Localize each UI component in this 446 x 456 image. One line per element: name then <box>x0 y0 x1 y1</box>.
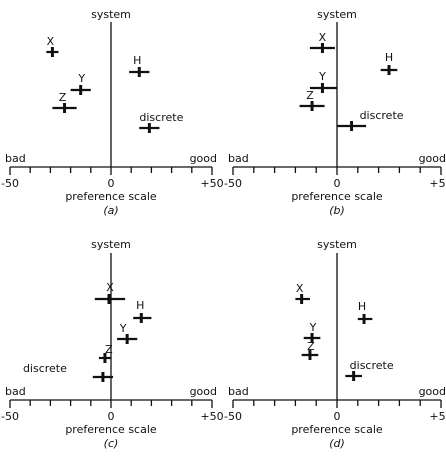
data-point-discrete: discrete <box>139 111 184 133</box>
point-label: Y <box>309 321 317 334</box>
x-tick-label: +50 <box>200 410 223 423</box>
point-label: discrete <box>360 109 404 122</box>
x-axis-title: preference scale <box>291 423 383 436</box>
x-tick-label: -50 <box>1 177 19 190</box>
system-label: system <box>317 8 357 21</box>
panel-label: (d) <box>329 437 345 450</box>
point-label: X <box>47 35 55 48</box>
x-tick-label: 0 <box>108 410 115 423</box>
x-tick-label: 0 <box>334 410 341 423</box>
data-point-h: H <box>129 54 150 77</box>
x-tick-label: 0 <box>108 177 115 190</box>
data-point-h: H <box>133 299 152 323</box>
data-point-x: X <box>46 35 59 57</box>
point-label: Z <box>307 340 315 353</box>
x-tick-label: -50 <box>224 410 242 423</box>
panel-label: (a) <box>103 204 118 217</box>
point-label: discrete <box>139 111 183 124</box>
good-label: good <box>419 385 446 398</box>
system-label: system <box>91 8 131 21</box>
chart-panel-b: -50 0 +50 system bad good preference scale(b) X… <box>224 8 446 217</box>
data-point-h: H <box>380 51 398 75</box>
point-label: X <box>296 282 304 295</box>
data-point-z: Z <box>52 91 77 113</box>
data-point-y: Y <box>309 70 337 93</box>
point-label: X <box>106 281 114 294</box>
data-point-y: Y <box>303 321 321 343</box>
system-label: system <box>317 238 357 251</box>
bad-label: bad <box>5 152 26 165</box>
data-point-x: X <box>94 281 126 304</box>
point-label: H <box>358 300 366 313</box>
chart-panel-a: -50 0 +50 system bad good preference scale(a) X… <box>1 8 224 217</box>
good-label: good <box>190 152 217 165</box>
data-point-discrete: discrete <box>337 109 404 131</box>
panel-label: (c) <box>104 437 119 450</box>
panel-label: (b) <box>329 204 345 217</box>
data-point-x: X <box>309 31 335 53</box>
x-tick-label: +50 <box>200 177 223 190</box>
data-point-h: H <box>357 300 373 324</box>
data-point-z: Z <box>98 343 113 363</box>
chart-panel-c: -50 0 +50 system bad good preference scale(c) X… <box>1 238 224 450</box>
data-point-x: X <box>295 282 310 304</box>
good-label: good <box>190 385 217 398</box>
point-label: Z <box>105 343 113 356</box>
point-label: Z <box>59 91 67 104</box>
point-label: discrete <box>350 359 394 372</box>
point-label: H <box>385 51 393 64</box>
x-axis-title: preference scale <box>65 423 157 436</box>
point-label: Z <box>306 89 314 102</box>
x-tick-label: 0 <box>334 177 341 190</box>
x-tick-label: +50 <box>429 177 446 190</box>
data-point-z: Z <box>299 89 325 111</box>
data-point-z: Z <box>301 340 319 360</box>
x-axis-title: preference scale <box>65 190 157 203</box>
point-label: discrete <box>23 362 67 375</box>
x-axis-title: preference scale <box>291 190 383 203</box>
x-tick-label: +50 <box>429 410 446 423</box>
data-point-y: Y <box>70 72 91 95</box>
chart-panel-d: -50 0 +50 system bad good preference scale(d) X… <box>224 238 446 450</box>
point-label: Y <box>119 322 127 335</box>
x-tick-label: -50 <box>1 410 19 423</box>
data-point-y: Y <box>117 322 138 344</box>
point-label: H <box>136 299 144 312</box>
data-point-discrete: discrete <box>345 359 394 381</box>
point-label: X <box>319 31 327 44</box>
x-tick-label: -50 <box>224 177 242 190</box>
system-label: system <box>91 238 131 251</box>
bad-label: bad <box>5 385 26 398</box>
point-label: Y <box>77 72 85 85</box>
bad-label: bad <box>228 152 249 165</box>
bad-label: bad <box>228 385 249 398</box>
good-label: good <box>419 152 446 165</box>
data-point-discrete: discrete <box>23 362 114 382</box>
point-label: Y <box>318 70 326 83</box>
point-label: H <box>133 54 141 67</box>
